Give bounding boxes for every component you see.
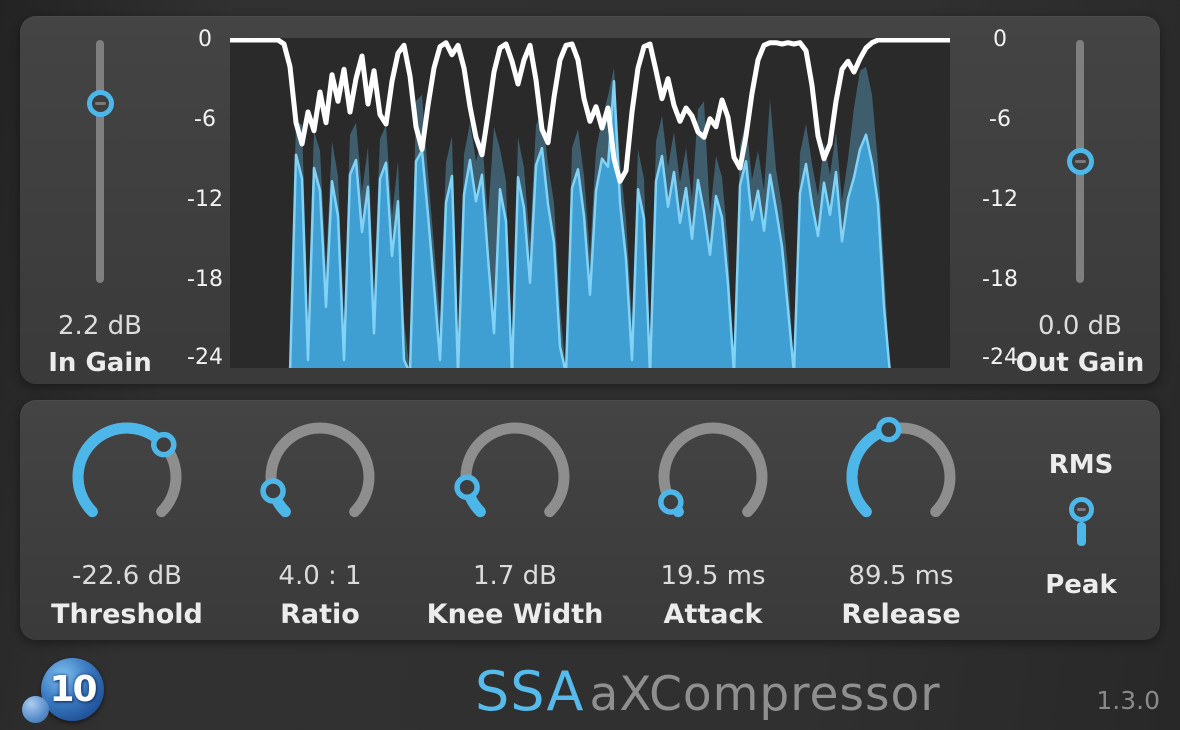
in-gain-value: 2.2 dB bbox=[58, 311, 142, 341]
threshold-label: Threshold bbox=[51, 599, 203, 630]
control-panel: -22.6 dB Threshold 4.0 : 1 Ratio 1.7 dB … bbox=[20, 400, 1160, 640]
knee-width-knob[interactable] bbox=[450, 412, 580, 542]
in-gain-slider-track[interactable] bbox=[96, 40, 104, 283]
mode-toggle-track[interactable] bbox=[1076, 522, 1086, 546]
scale-tick-m24-right: -24 bbox=[982, 345, 1018, 370]
scale-tick-0: 0 bbox=[198, 27, 212, 52]
brand-name: SSA bbox=[475, 660, 585, 723]
release-knob[interactable] bbox=[836, 412, 966, 542]
slider-grip-icon bbox=[1076, 507, 1086, 511]
product-name: aXCompressor bbox=[589, 667, 941, 722]
attack-value: 19.5 ms bbox=[660, 561, 766, 591]
logo-number: 10 bbox=[49, 669, 97, 710]
waveform-chart bbox=[230, 38, 950, 368]
out-gain-label: Out Gain bbox=[1015, 348, 1145, 378]
slider-grip-icon bbox=[95, 101, 106, 105]
ratio-value: 4.0 : 1 bbox=[278, 561, 362, 591]
level-history-display bbox=[230, 38, 950, 368]
scale-tick-m18-right: -18 bbox=[982, 267, 1018, 292]
scale-tick-m24: -24 bbox=[187, 345, 223, 370]
plugin-title: SSA aXCompressor bbox=[475, 660, 941, 723]
slider-grip-icon bbox=[1075, 160, 1086, 164]
in-gain-label: In Gain bbox=[48, 348, 152, 378]
threshold-value: -22.6 dB bbox=[72, 561, 182, 591]
mode-toggle-handle[interactable] bbox=[1068, 496, 1094, 522]
release-value: 89.5 ms bbox=[848, 561, 954, 591]
release-label: Release bbox=[841, 599, 961, 630]
scale-tick-m12: -12 bbox=[187, 187, 223, 212]
version-number: 1.3.0 bbox=[1096, 686, 1160, 715]
out-gain-slider-handle[interactable] bbox=[1067, 148, 1094, 176]
knee-width-label: Knee Width bbox=[426, 599, 604, 630]
attack-knob[interactable] bbox=[648, 412, 778, 542]
peak-label[interactable]: Peak bbox=[1045, 570, 1117, 600]
ratio-label: Ratio bbox=[280, 599, 360, 630]
logo-satellite-dot bbox=[22, 696, 49, 723]
attack-label: Attack bbox=[663, 599, 763, 630]
scale-tick-m18: -18 bbox=[187, 267, 223, 292]
rms-label[interactable]: RMS bbox=[1048, 450, 1114, 480]
scale-tick-m12-right: -12 bbox=[982, 187, 1018, 212]
knee-width-value: 1.7 dB bbox=[473, 561, 557, 591]
meter-panel: 2.2 dB In Gain 0 -6 -12 -18 -24 0 -6 -12… bbox=[20, 16, 1160, 384]
ratio-knob[interactable] bbox=[255, 412, 385, 542]
scale-tick-m6-right: -6 bbox=[989, 107, 1011, 132]
scale-tick-0-right: 0 bbox=[993, 27, 1007, 52]
scale-tick-m6: -6 bbox=[194, 107, 216, 132]
out-gain-value: 0.0 dB bbox=[1038, 311, 1122, 341]
company-logo[interactable]: 10 bbox=[41, 658, 104, 721]
in-gain-slider-handle[interactable] bbox=[87, 89, 114, 117]
threshold-knob[interactable] bbox=[62, 412, 192, 542]
